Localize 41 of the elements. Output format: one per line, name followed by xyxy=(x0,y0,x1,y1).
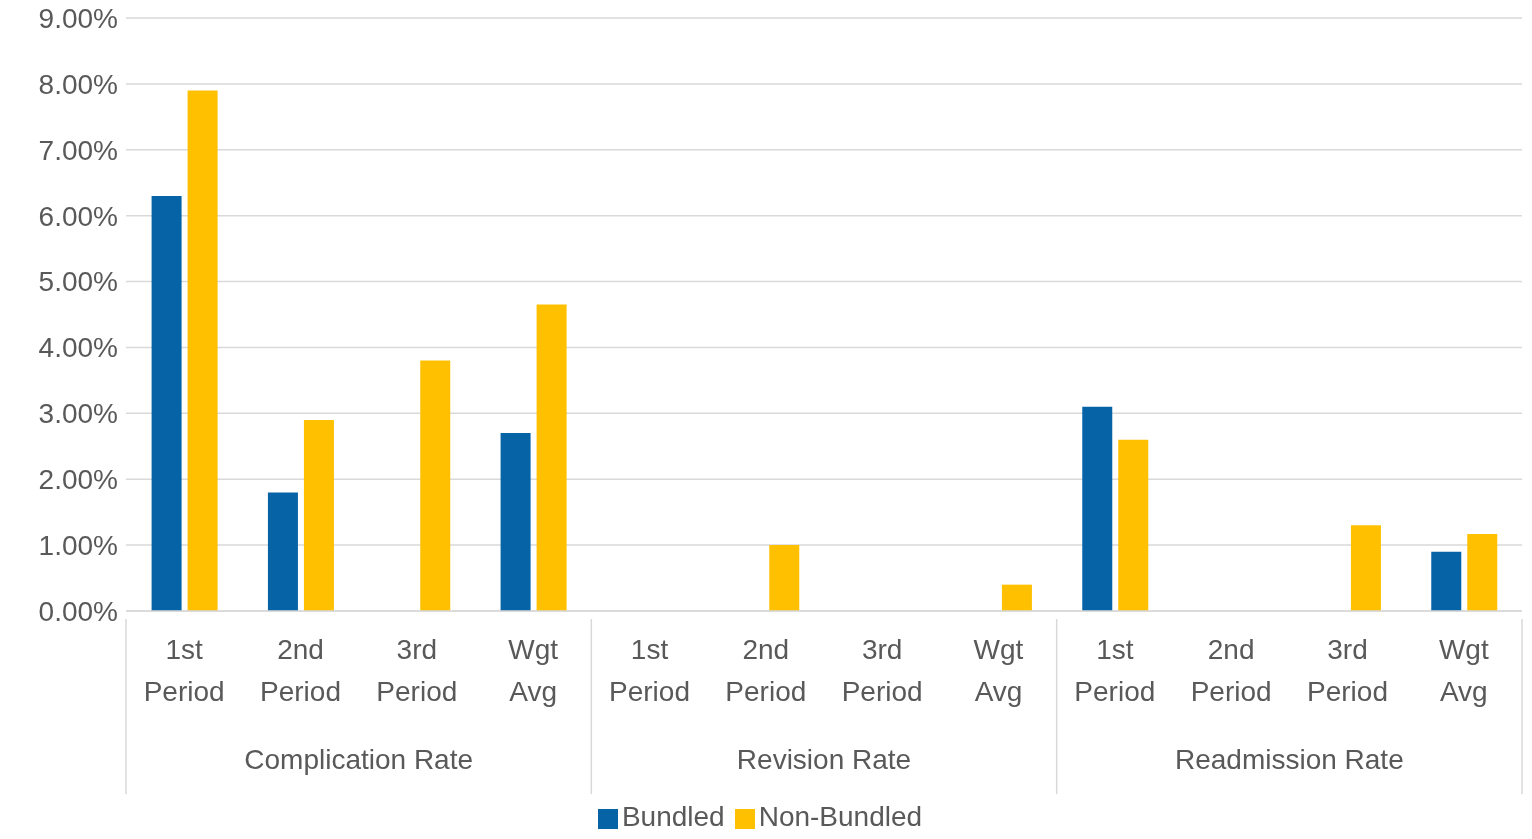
bar xyxy=(769,545,800,611)
bar xyxy=(420,360,451,611)
y-tick-label: 3.00% xyxy=(38,398,118,430)
bar xyxy=(536,304,567,611)
bar xyxy=(267,492,298,611)
x-tick-label: Wgt Avg xyxy=(973,634,1024,707)
y-tick-label: 7.00% xyxy=(38,134,118,166)
bar xyxy=(1082,406,1113,611)
y-tick-label: 5.00% xyxy=(38,266,118,298)
text: Readmission Rate xyxy=(1174,744,1404,775)
bar xyxy=(1431,551,1462,611)
bar xyxy=(187,90,218,611)
bar xyxy=(500,433,531,611)
x-tick-label: 2nd Period xyxy=(725,634,807,707)
y-tick-label: 9.00% xyxy=(38,2,118,34)
x-tick-label: 2nd Period xyxy=(260,634,341,707)
y-tick-label: 8.00% xyxy=(38,68,118,100)
bar xyxy=(1350,525,1381,611)
text: Revision Rate xyxy=(736,744,912,775)
x-tick-label: 3rd Period xyxy=(1307,634,1388,707)
bar xyxy=(1467,533,1498,611)
x-tick-label: 1st Period xyxy=(143,634,225,707)
y-tick-label: 0.00% xyxy=(38,595,118,627)
y-tick-label: 6.00% xyxy=(38,200,118,232)
text: Complication Rate xyxy=(244,744,474,775)
x-tick-label: 1st Period xyxy=(1074,634,1156,707)
x-tick-label: 3rd Period xyxy=(376,634,458,707)
legend-label: Non-Bundled xyxy=(758,801,923,832)
y-tick-label: 4.00% xyxy=(38,332,118,364)
x-tick-label: Wgt Avg xyxy=(508,634,559,707)
y-tick-label: 1.00% xyxy=(38,530,118,562)
x-tick-label: 3rd Period xyxy=(841,634,923,707)
bar xyxy=(1118,439,1149,611)
bar xyxy=(303,419,334,611)
y-tick-label: 2.00% xyxy=(38,464,118,496)
x-tick-label: 1st Period xyxy=(609,634,690,707)
legend-label: Bundled xyxy=(621,801,725,832)
bar xyxy=(151,195,182,611)
x-tick-label: 2nd Period xyxy=(1190,634,1272,707)
x-tick-label: Wgt Avg xyxy=(1438,634,1489,707)
bar xyxy=(1001,584,1032,611)
